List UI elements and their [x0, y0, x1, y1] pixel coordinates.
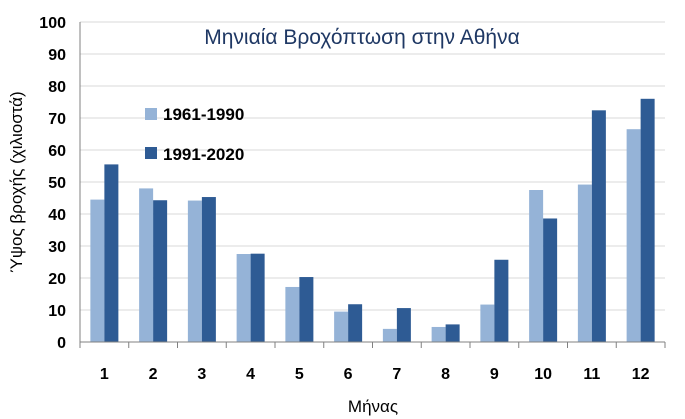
legend-label-1991-2020: 1991-2020: [163, 145, 244, 164]
y-tick-label: 20: [48, 271, 66, 288]
x-tick-label: 11: [583, 366, 600, 383]
bar-1961-1990-8: [431, 326, 446, 342]
y-tick-label: 0: [57, 335, 66, 352]
bar-1961-1990-9: [480, 304, 495, 342]
bar-1991-2020-11: [591, 110, 606, 342]
y-tick-label: 70: [48, 111, 66, 128]
x-tick-label: 1: [100, 366, 109, 383]
y-tick-label: 30: [48, 239, 66, 256]
legend-label-1961-1990: 1961-1990: [163, 105, 244, 124]
y-tick-label: 10: [48, 303, 66, 320]
y-tick-label: 80: [48, 79, 66, 96]
legend: 1961-1990 1991-2020: [145, 105, 244, 164]
bar-1961-1990-5: [285, 286, 300, 342]
x-tick-label: 12: [632, 366, 650, 383]
bars: [90, 98, 655, 342]
bar-1961-1990-6: [334, 311, 349, 342]
bar-1991-2020-9: [494, 259, 509, 342]
x-tick-label: 10: [534, 366, 552, 383]
bar-1961-1990-2: [139, 188, 154, 342]
x-tick-label: 2: [149, 366, 158, 383]
x-tick-label: 7: [392, 366, 401, 383]
x-tick-label: 6: [344, 366, 353, 383]
x-axis-title: Μήνας: [348, 397, 398, 416]
bar-1991-2020-5: [299, 277, 314, 342]
bar-1961-1990-12: [626, 129, 641, 342]
bar-1961-1990-11: [577, 184, 592, 342]
bar-1991-2020-3: [201, 197, 216, 342]
y-tick-label: 60: [48, 143, 66, 160]
x-tick-label: 9: [490, 366, 499, 383]
bar-1991-2020-6: [348, 304, 363, 342]
bar-1991-2020-7: [396, 308, 411, 342]
x-tick-label: 3: [197, 366, 206, 383]
legend-swatch-1991-2020: [145, 147, 157, 159]
bar-1961-1990-1: [90, 199, 105, 342]
y-tick-label: 100: [39, 15, 66, 32]
chart-title: Μηνιαία Βροχόπτωση στην Αθήνα: [204, 26, 520, 49]
x-tick-labels: 1 2 3 4 5 6 7 8 9 10 11 12: [100, 366, 650, 383]
bar-1991-2020-4: [250, 253, 265, 342]
bar-1991-2020-12: [640, 98, 655, 342]
y-tick-label: 50: [48, 175, 66, 192]
bar-1991-2020-2: [153, 200, 168, 342]
bar-1961-1990-10: [529, 190, 544, 342]
bar-1991-2020-1: [104, 164, 119, 342]
bar-1961-1990-7: [382, 328, 397, 342]
axes: [79, 22, 666, 348]
x-tick-label: 4: [246, 366, 255, 383]
x-tick-label: 5: [295, 366, 304, 383]
y-tick-labels: 0 10 20 30 40 50 60 70 80 90 100: [39, 15, 66, 352]
legend-swatch-1961-1990: [145, 108, 157, 120]
gridlines: [80, 21, 665, 311]
y-axis-title: Ύψος βροχής (χιλιοστά): [7, 91, 26, 272]
bar-1961-1990-3: [187, 200, 202, 342]
bar-1991-2020-10: [543, 218, 558, 342]
y-tick-label: 40: [48, 207, 66, 224]
bar-1961-1990-4: [236, 254, 251, 342]
bar-1991-2020-8: [445, 324, 460, 342]
x-tick-label: 8: [441, 366, 450, 383]
y-tick-label: 90: [48, 47, 66, 64]
